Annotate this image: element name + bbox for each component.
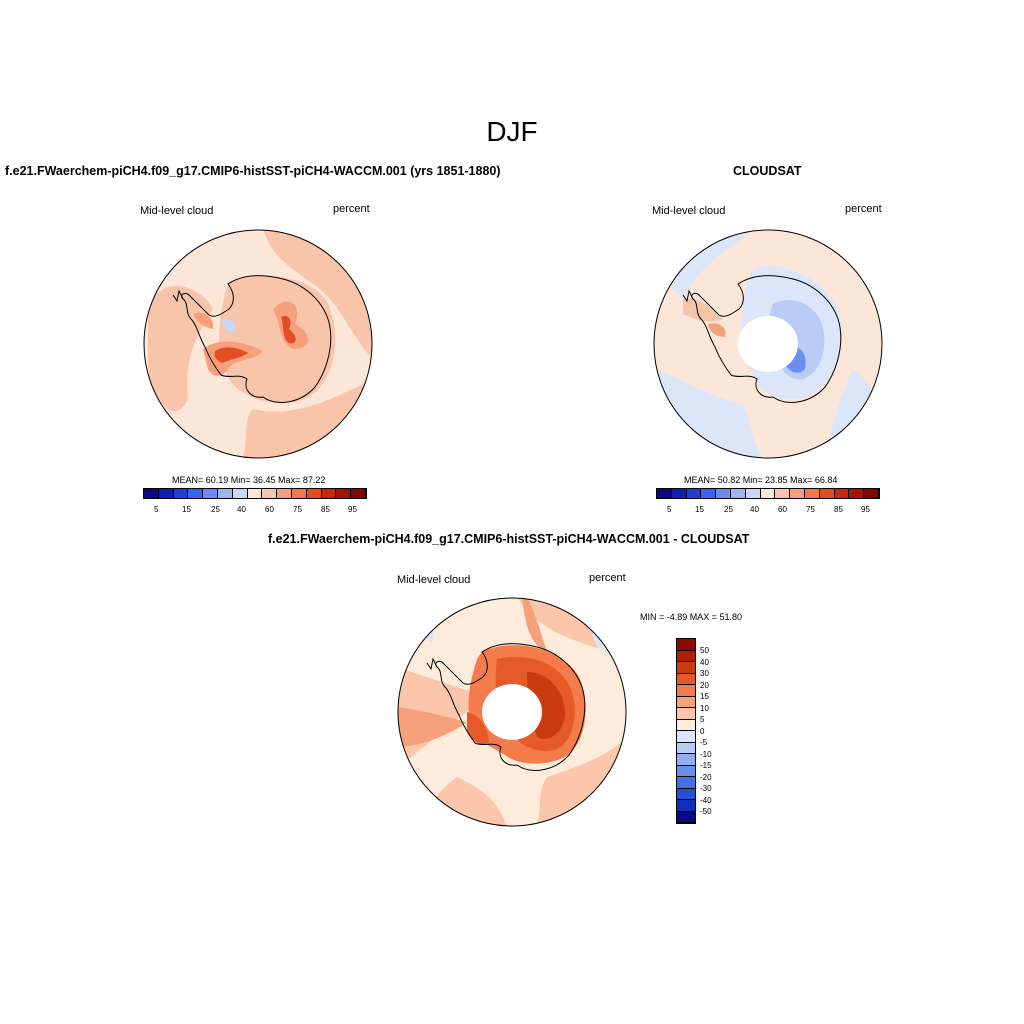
colorbar-tick-label: 85 — [321, 505, 330, 514]
colorbar-swatch — [834, 489, 850, 498]
colorbar-swatch — [819, 489, 835, 498]
colorbar-swatch — [677, 662, 695, 674]
colorbar-tick-label: -10 — [700, 749, 712, 759]
panel-diff-colorbar-labels: 50 40 30 20 15 10 5 0 -5 -10 -15 -20 -30… — [700, 638, 730, 824]
colorbar-swatch — [775, 489, 791, 498]
colorbar-swatch — [677, 639, 695, 651]
colorbar-tick-label: 15 — [700, 692, 709, 701]
colorbar-tick-label: 30 — [700, 669, 709, 678]
colorbar-swatch — [173, 489, 189, 498]
colorbar-tick-label: 40 — [237, 505, 246, 514]
colorbar-swatch — [232, 489, 248, 498]
colorbar-swatch — [760, 489, 776, 498]
colorbar-swatch — [336, 489, 352, 498]
page-title: DJF — [486, 116, 538, 147]
panel-model-variable-label: Mid-level cloud — [140, 205, 214, 217]
colorbar-tick-label: 60 — [265, 505, 274, 514]
colorbar-swatch — [677, 696, 695, 708]
colorbar-swatch — [277, 489, 292, 498]
colorbar-tick-label: 10 — [700, 703, 709, 713]
colorbar-tick-label: 15 — [695, 505, 704, 514]
colorbar-swatch — [686, 489, 702, 498]
colorbar-tick-label: 75 — [806, 505, 815, 514]
colorbar-tick-label: 40 — [750, 505, 759, 514]
panel-model-units-label: percent — [333, 203, 370, 215]
colorbar-swatch — [677, 685, 695, 697]
colorbar-swatch — [321, 489, 337, 498]
panel-diff-variable-label: Mid-level cloud — [397, 574, 471, 586]
panel-model-colorbar — [143, 488, 367, 500]
colorbar-swatch — [677, 765, 695, 777]
colorbar-swatch — [790, 489, 805, 498]
panel-obs-variable-label: Mid-level cloud — [652, 205, 726, 217]
colorbar-tick-label: -30 — [700, 784, 712, 793]
colorbar-swatch — [677, 754, 695, 766]
colorbar-swatch — [804, 489, 820, 498]
colorbar-tick-label: -15 — [700, 761, 712, 770]
panel-diff-units-label: percent — [589, 572, 626, 584]
colorbar-swatch — [351, 489, 366, 498]
colorbar-swatch — [745, 489, 761, 498]
colorbar-tick-label: 75 — [293, 505, 302, 514]
colorbar-tick-label: 95 — [348, 505, 357, 514]
panel-model-map — [143, 229, 373, 459]
colorbar-tick-label: 25 — [724, 505, 733, 514]
colorbar-swatch — [188, 489, 204, 498]
colorbar-tick-label: -20 — [700, 772, 712, 782]
colorbar-swatch — [677, 811, 695, 823]
colorbar-swatch — [306, 489, 322, 498]
panel-diff-stats: MIN = -4.89 MAX = 51.80 — [640, 612, 743, 622]
panel-model-stats: MEAN= 60.19 Min= 36.45 Max= 87.22 — [172, 475, 326, 485]
panel-obs-stats: MEAN= 50.82 Min= 23.85 Max= 66.84 — [684, 475, 838, 485]
colorbar-tick-label: 95 — [861, 505, 870, 514]
panel-diff-map — [397, 597, 627, 827]
colorbar-tick-label: 25 — [211, 505, 220, 514]
colorbar-swatch — [677, 731, 695, 743]
colorbar-tick-label: 5 — [154, 505, 159, 514]
colorbar-tick-label: 50 — [700, 646, 709, 655]
colorbar-tick-label: 5 — [700, 715, 705, 724]
colorbar-swatch — [677, 777, 695, 789]
colorbar-tick-label: 5 — [667, 505, 672, 514]
colorbar-swatch — [657, 489, 672, 498]
panel-obs-colorbar-labels: 5 15 25 40 60 75 85 95 — [656, 505, 880, 515]
colorbar-tick-label: 85 — [834, 505, 843, 514]
colorbar-swatch — [864, 489, 879, 498]
colorbar-swatch — [677, 788, 695, 800]
colorbar-swatch — [291, 489, 307, 498]
colorbar-swatch — [677, 719, 695, 731]
colorbar-swatch — [677, 800, 695, 812]
panel-obs-colorbar — [656, 488, 880, 500]
colorbar-swatch — [716, 489, 731, 498]
colorbar-swatch — [671, 489, 687, 498]
colorbar-tick-label: -50 — [700, 807, 712, 816]
panel-diff-title: f.e21.FWaerchem-piCH4.f09_g17.CMIP6-hist… — [268, 532, 750, 546]
colorbar-swatch — [247, 489, 263, 498]
colorbar-swatch — [849, 489, 865, 498]
panel-model-title: f.e21.FWaerchem-piCH4.f09_g17.CMIP6-hist… — [5, 164, 501, 178]
colorbar-tick-label: 0 — [700, 726, 705, 736]
colorbar-swatch — [677, 673, 695, 685]
colorbar-tick-label: 40 — [700, 657, 709, 667]
colorbar-tick-label: -5 — [700, 738, 708, 747]
colorbar-tick-label: 15 — [182, 505, 191, 514]
colorbar-swatch — [701, 489, 717, 498]
colorbar-swatch — [158, 489, 174, 498]
colorbar-swatch — [677, 708, 695, 720]
panel-diff-colorbar — [676, 638, 696, 824]
panel-obs-map — [653, 229, 883, 459]
colorbar-tick-label: 20 — [700, 680, 709, 690]
colorbar-swatch — [677, 742, 695, 754]
colorbar-swatch — [677, 650, 695, 662]
colorbar-swatch — [203, 489, 218, 498]
colorbar-tick-label: -40 — [700, 795, 712, 805]
panel-obs-title: CLOUDSAT — [733, 164, 802, 178]
panel-model-colorbar-labels: 5 15 25 40 60 75 85 95 — [143, 505, 367, 515]
colorbar-swatch — [217, 489, 233, 498]
colorbar-swatch — [144, 489, 159, 498]
colorbar-swatch — [730, 489, 746, 498]
panel-obs-units-label: percent — [845, 203, 882, 215]
colorbar-tick-label: 60 — [778, 505, 787, 514]
colorbar-swatch — [262, 489, 278, 498]
